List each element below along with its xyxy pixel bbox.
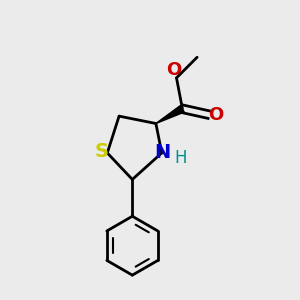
Text: N: N: [154, 143, 170, 162]
Text: O: O: [166, 61, 181, 79]
Text: H: H: [175, 149, 187, 167]
Polygon shape: [156, 105, 184, 124]
Text: S: S: [94, 142, 108, 161]
Text: O: O: [208, 106, 224, 124]
